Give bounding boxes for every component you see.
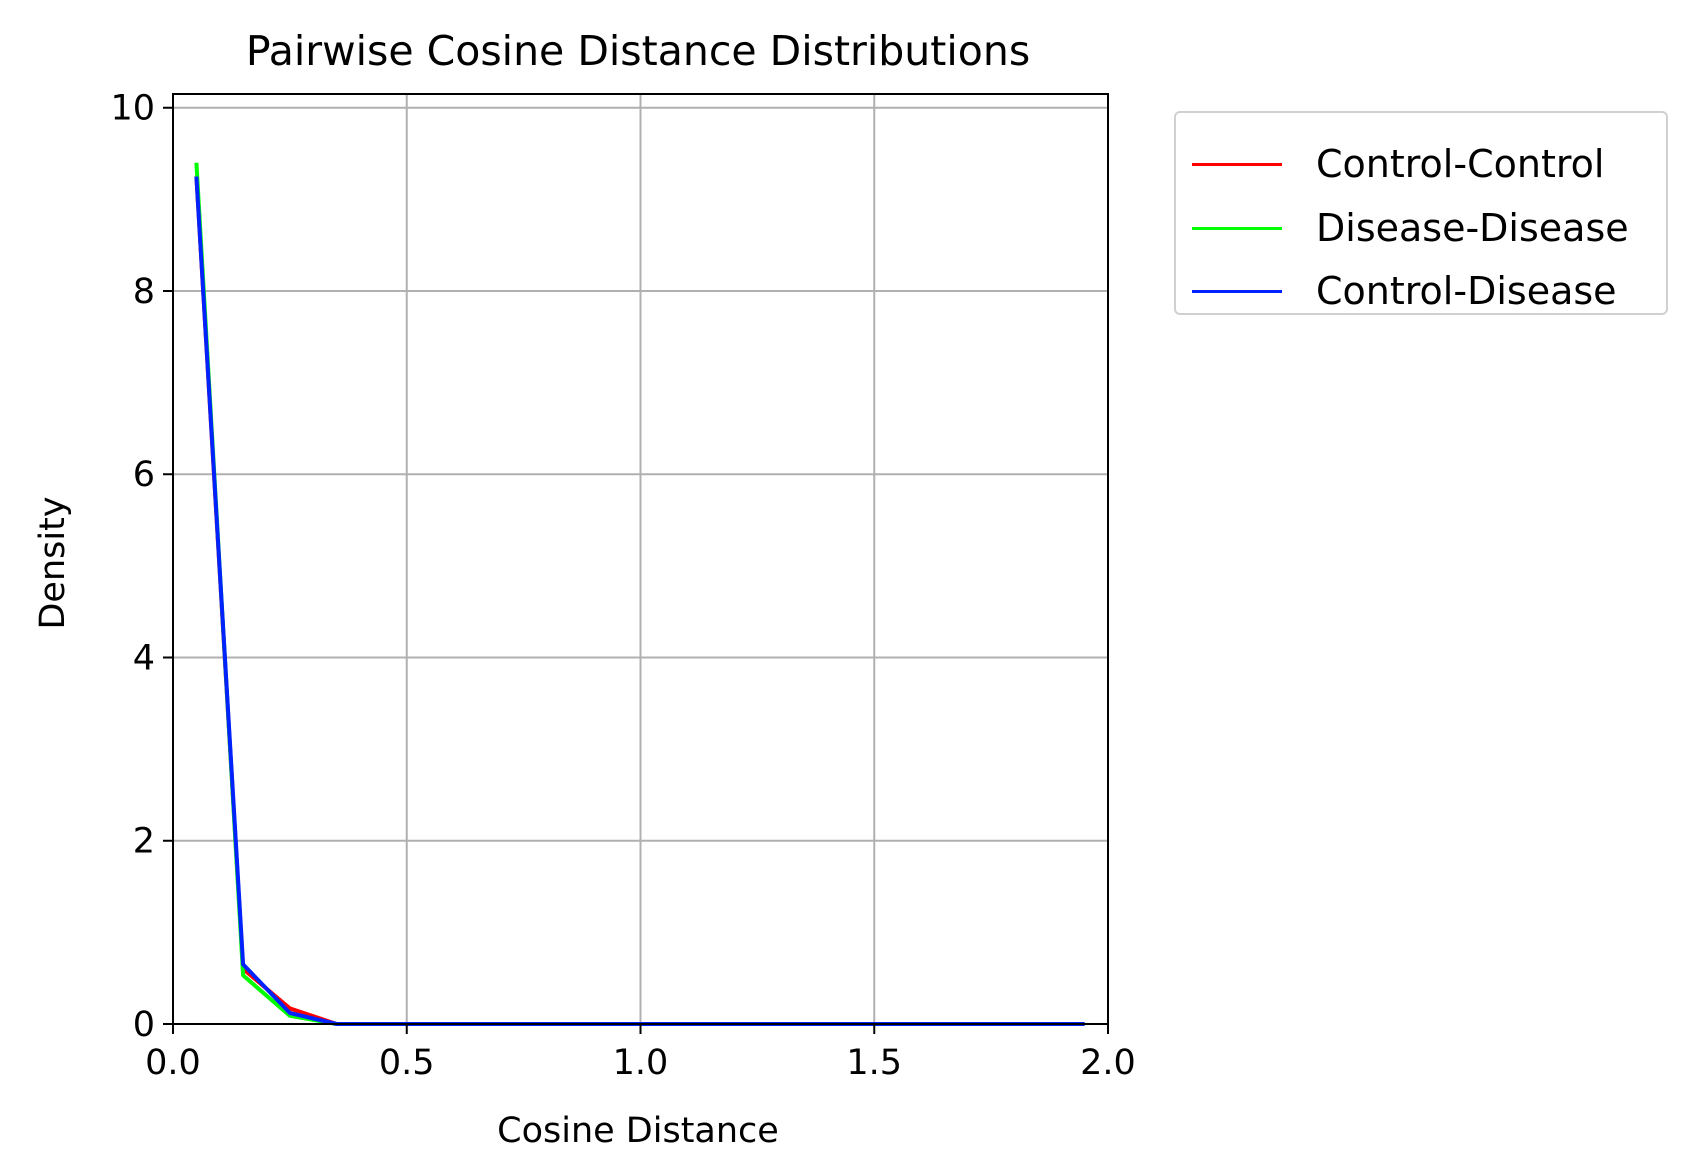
legend-entry-control-disease: Control-Disease — [1192, 269, 1617, 313]
axis-ticks: 0.0 0.5 1.0 1.5 2.0 0 2 4 6 8 10 — [110, 89, 1135, 1083]
chart-title: Pairwise Cosine Distance Distributions — [246, 27, 1030, 75]
legend-entry-disease-disease: Disease-Disease — [1192, 206, 1629, 250]
x-tick-label: 1.5 — [846, 1043, 902, 1083]
legend-swatch-control-control — [1192, 162, 1282, 166]
y-tick-label: 10 — [110, 89, 155, 129]
x-tick-label: 1.0 — [613, 1043, 669, 1083]
legend-entry-control-control: Control-Control — [1192, 142, 1605, 186]
x-tick-label: 2.0 — [1080, 1043, 1136, 1083]
x-tick-label: 0.5 — [379, 1043, 435, 1083]
legend-swatch-disease-disease — [1192, 226, 1282, 230]
y-tick-label: 2 — [133, 822, 155, 862]
legend-label-disease-disease: Disease-Disease — [1316, 206, 1629, 250]
y-tick-label: 8 — [133, 272, 155, 312]
legend: Control-Control Disease-Disease Control-… — [1174, 111, 1668, 315]
legend-label-control-control: Control-Control — [1316, 142, 1605, 186]
x-tick-label: 0.0 — [145, 1043, 201, 1083]
y-axis-label: Density — [33, 496, 73, 629]
x-axis-label: Cosine Distance — [497, 1111, 779, 1151]
y-tick-label: 4 — [133, 638, 155, 678]
legend-label-control-disease: Control-Disease — [1316, 269, 1617, 313]
gridlines — [172, 94, 1109, 1025]
y-tick-label: 6 — [133, 455, 155, 495]
y-tick-label: 0 — [133, 1005, 155, 1045]
legend-swatch-control-disease — [1192, 289, 1282, 293]
